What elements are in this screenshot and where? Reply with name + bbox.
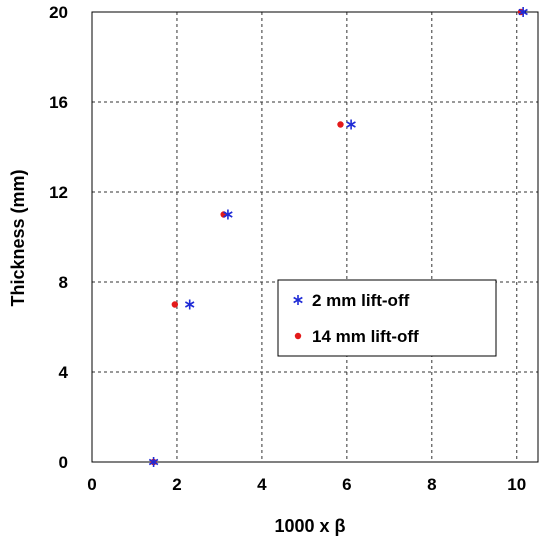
- data-point-2mm: [518, 7, 528, 17]
- y-tick-label: 8: [59, 273, 68, 292]
- legend-dot-marker: [294, 332, 302, 340]
- x-tick-label: 10: [507, 475, 526, 494]
- legend-box: [277, 279, 497, 357]
- data-point-2mm: [184, 299, 195, 310]
- x-axis-label: 1000 x β: [274, 516, 345, 536]
- data-point-2mm: [148, 457, 159, 467]
- x-tick-label: 0: [87, 475, 96, 494]
- data-points: [148, 7, 528, 467]
- plot-area: [91, 11, 539, 463]
- legend-label-2mm: 2 mm lift-off: [312, 291, 410, 310]
- y-tick-label: 16: [49, 93, 68, 112]
- tick-labels: 0 2 4 6 8 10 0 4 8 12 16 20: [49, 3, 526, 494]
- legend-marker-14mm: [294, 332, 302, 340]
- x-tick-label: 6: [342, 475, 351, 494]
- y-tick-label: 12: [49, 183, 68, 202]
- legend: 2 mm lift-off 14 mm lift-off: [277, 279, 497, 357]
- y-tick-label: 4: [59, 363, 69, 382]
- legend-asterisk-marker: [293, 295, 303, 305]
- y-tick-label: 0: [59, 453, 68, 472]
- y-tick-label: 20: [49, 3, 68, 22]
- legend-label-14mm: 14 mm lift-off: [312, 327, 419, 346]
- y-axis-label: Thickness (mm): [8, 169, 28, 306]
- x-tick-label: 2: [172, 475, 181, 494]
- grid-lines: [92, 11, 538, 462]
- data-point-14mm: [337, 121, 344, 128]
- data-point-2mm: [223, 209, 233, 220]
- data-point-14mm: [171, 301, 179, 308]
- legend-marker-2mm: [293, 295, 303, 305]
- x-tick-label: 8: [427, 475, 436, 494]
- data-point-2mm: [346, 119, 356, 130]
- x-tick-label: 4: [257, 475, 267, 494]
